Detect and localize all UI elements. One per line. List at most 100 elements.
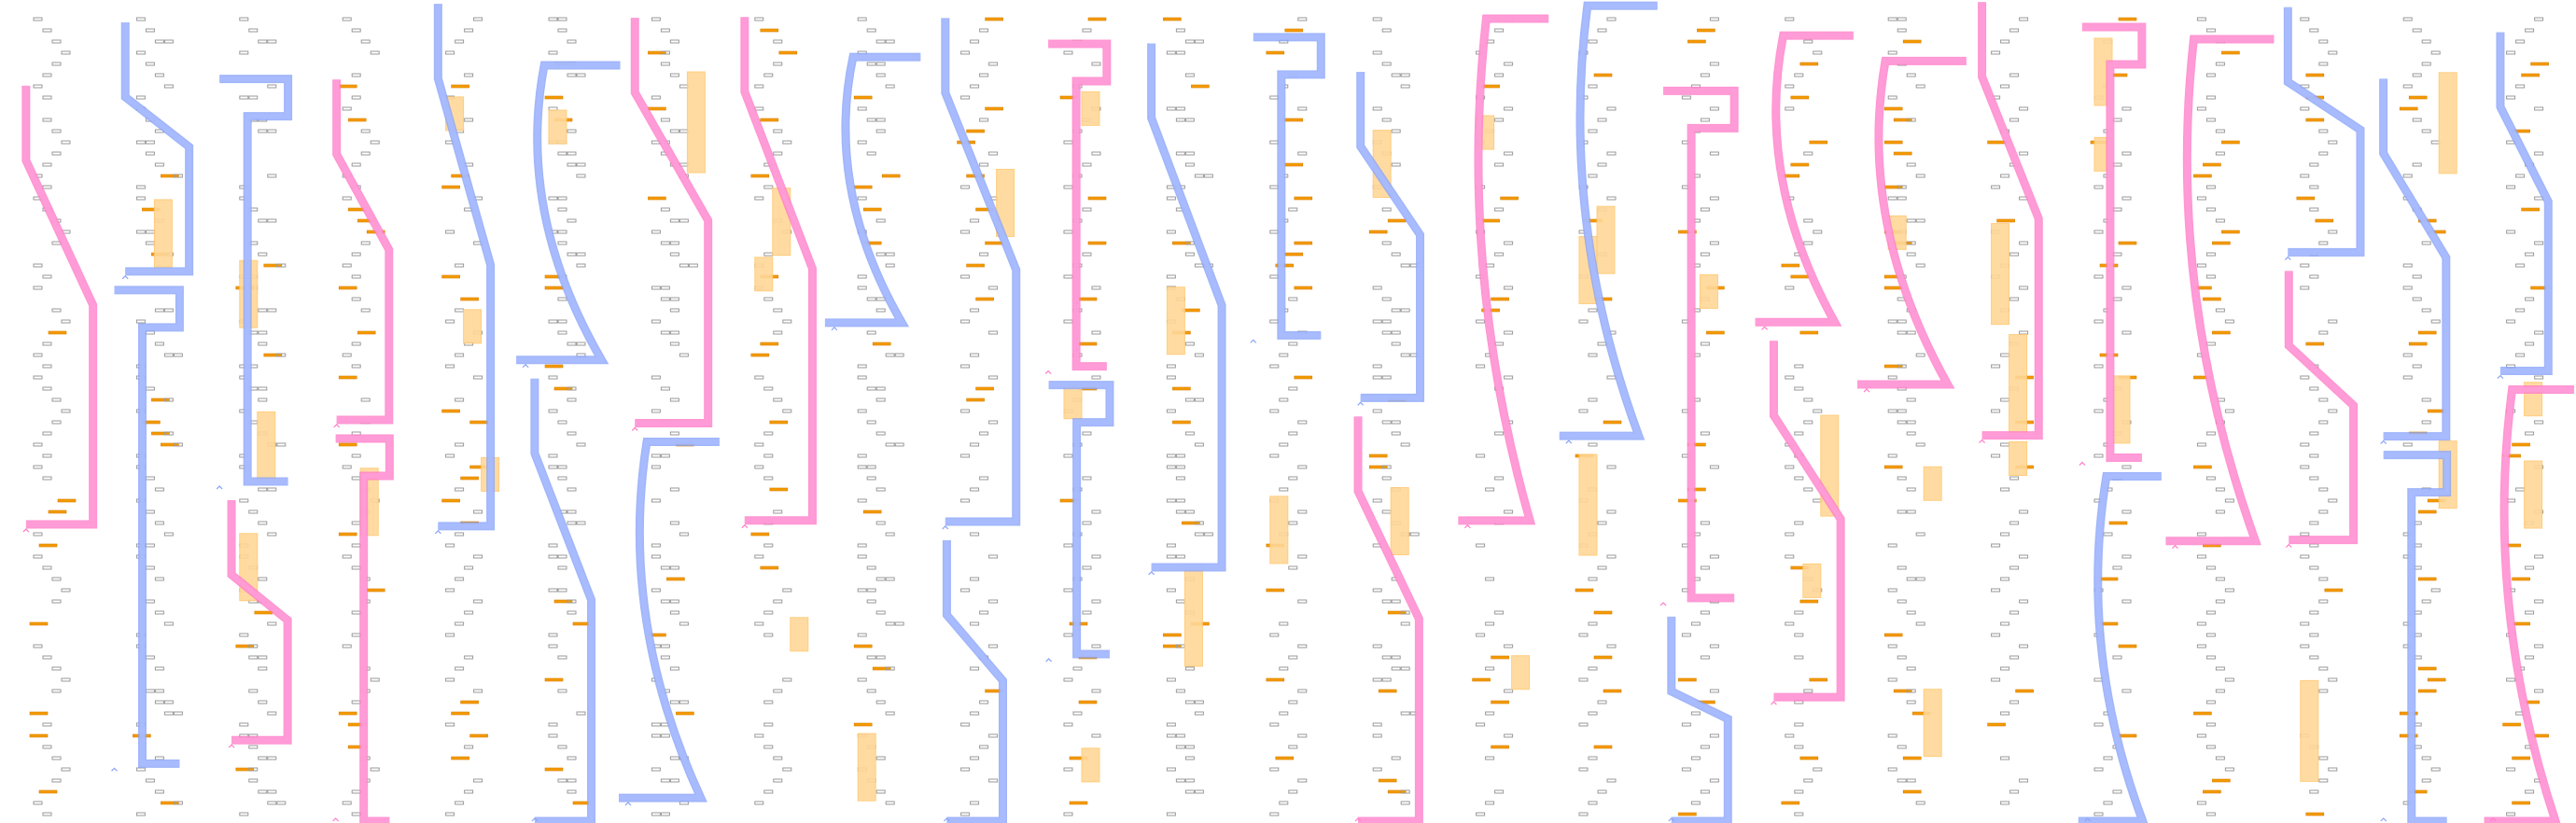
marker <box>248 767 259 772</box>
marker <box>557 420 567 425</box>
marker <box>1887 319 1897 324</box>
marker <box>2205 700 2216 704</box>
highlight-bar <box>2203 297 2221 301</box>
marker <box>1082 476 1092 481</box>
marker <box>1991 50 2001 55</box>
highlight-bar <box>544 364 564 369</box>
marker <box>1082 207 1092 212</box>
marker <box>1166 230 1176 234</box>
marker <box>455 353 465 357</box>
marker <box>1063 185 1073 189</box>
marker <box>1494 789 1505 794</box>
marker <box>1606 375 1617 380</box>
marker <box>866 655 876 660</box>
marker <box>267 487 277 492</box>
highlight-bar <box>2530 62 2549 66</box>
marker <box>1166 677 1176 682</box>
marker <box>1485 487 1495 492</box>
marker <box>1813 767 1823 772</box>
marker <box>988 733 999 738</box>
marker <box>1297 554 1308 559</box>
highlight-bar <box>760 28 779 33</box>
marker <box>1991 185 2001 189</box>
marker <box>1794 633 1804 637</box>
marker <box>2121 330 2132 335</box>
marker <box>651 554 661 559</box>
marker <box>548 453 558 458</box>
marker <box>970 487 980 492</box>
marker <box>1681 722 1691 727</box>
highlight-bar <box>760 342 779 346</box>
marker <box>2318 756 2329 760</box>
marker <box>557 554 567 559</box>
marker <box>773 756 783 760</box>
marker <box>1494 118 1505 122</box>
marker <box>679 218 689 223</box>
marker <box>773 62 783 66</box>
marker <box>970 577 980 581</box>
marker <box>567 610 577 615</box>
marker <box>2000 487 2010 492</box>
marker <box>1372 767 1382 772</box>
blue-ribbon-fill <box>219 76 291 485</box>
marker <box>2215 509 2225 514</box>
marker <box>2318 241 2329 245</box>
marker <box>960 812 971 816</box>
marker <box>1606 196 1617 201</box>
marker <box>2009 28 2020 33</box>
marker <box>1288 565 1298 570</box>
marker <box>669 666 679 671</box>
marker <box>1494 476 1505 481</box>
marker <box>2534 330 2544 335</box>
marker <box>2205 476 2216 481</box>
marker <box>1063 319 1073 324</box>
marker <box>455 621 465 626</box>
pink-ribbon <box>2165 35 2275 546</box>
marker <box>557 689 567 693</box>
marker <box>445 543 455 548</box>
highlight-bar <box>1284 118 1304 122</box>
marker <box>1381 207 1392 212</box>
marker <box>1082 162 1092 167</box>
highlight-bar <box>1678 812 1697 816</box>
marker <box>1897 509 1907 514</box>
highlight-bar <box>29 711 49 716</box>
highlight-bar <box>1491 655 1509 660</box>
caret-up-icon <box>1044 370 1052 375</box>
marker <box>1082 252 1092 257</box>
marker <box>660 812 670 816</box>
marker <box>1091 509 1101 514</box>
marker <box>754 801 764 805</box>
marker <box>163 398 174 402</box>
caret-up-icon <box>216 485 223 490</box>
marker <box>1588 666 1598 671</box>
blue-ribbon <box>1147 43 1226 572</box>
marker <box>42 274 52 279</box>
marker <box>2309 185 2319 189</box>
highlight-bar <box>1902 789 1922 794</box>
marker <box>2309 162 2319 167</box>
marker <box>1194 532 1204 537</box>
marker <box>33 644 43 649</box>
marker <box>455 666 465 671</box>
marker <box>2196 644 2206 649</box>
marker <box>979 700 989 704</box>
marker <box>2121 554 2132 559</box>
marker <box>1588 621 1598 626</box>
marker <box>276 263 287 268</box>
marker <box>360 308 371 313</box>
marker <box>1906 610 1916 615</box>
marker <box>1915 218 1925 223</box>
pink-ribbon <box>1755 31 1854 327</box>
marker <box>754 106 764 111</box>
marker <box>1091 554 1101 559</box>
marker <box>1588 711 1598 716</box>
marker <box>473 375 483 380</box>
marker <box>1194 711 1204 716</box>
marker <box>1803 241 1813 245</box>
marker <box>464 28 474 33</box>
marker <box>1803 218 1813 223</box>
caret-up-icon <box>2172 544 2178 550</box>
marker <box>445 588 455 593</box>
marker <box>2309 386 2319 391</box>
